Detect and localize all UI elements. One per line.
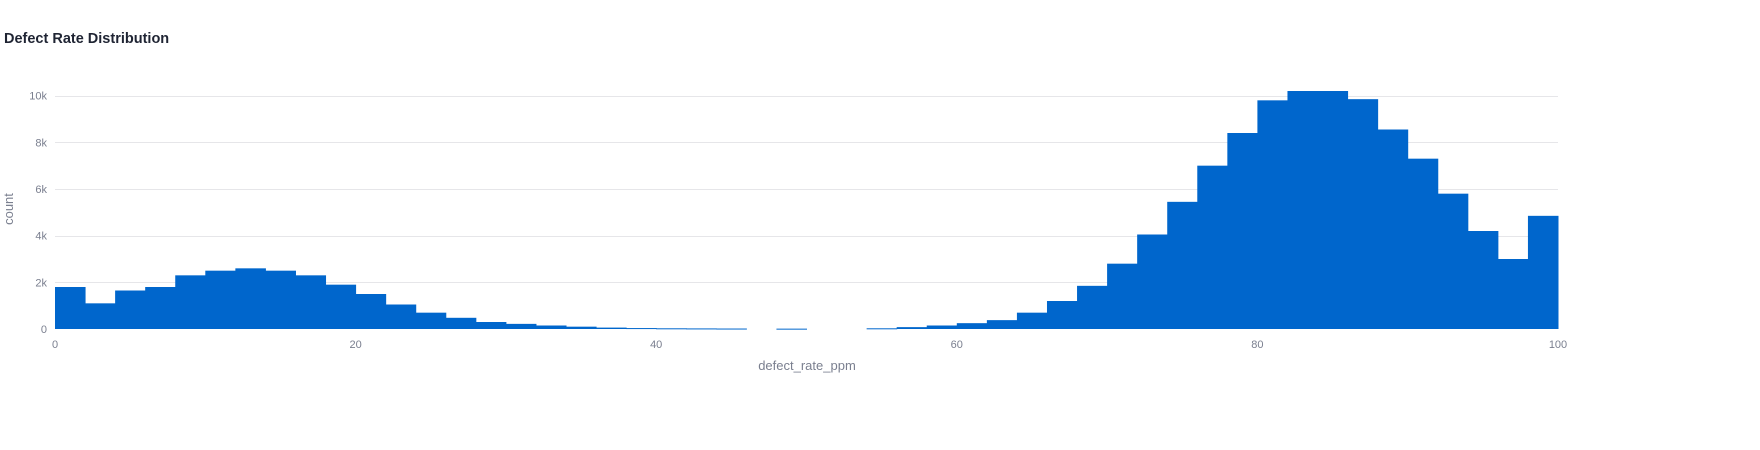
histogram-bar[interactable] — [776, 328, 807, 330]
histogram-bar[interactable] — [686, 328, 717, 330]
histogram-bar[interactable] — [1257, 100, 1288, 329]
histogram-bar[interactable] — [385, 304, 417, 330]
x-tick-label: 20 — [349, 339, 361, 351]
histogram-bar[interactable] — [656, 328, 687, 330]
y-tick-label: 6k — [35, 184, 47, 196]
histogram-bar[interactable] — [986, 320, 1018, 329]
histogram-bar[interactable] — [475, 322, 507, 329]
histogram-bar[interactable] — [866, 328, 898, 330]
histogram-bar[interactable] — [355, 294, 387, 329]
histogram-bar[interactable] — [1377, 129, 1409, 330]
histogram-bar[interactable] — [55, 287, 86, 329]
histogram-bar[interactable] — [1016, 312, 1048, 329]
histogram-bar[interactable] — [1167, 201, 1198, 329]
histogram-bar[interactable] — [956, 323, 988, 329]
x-tick-label: 80 — [1251, 339, 1263, 351]
x-axis-label: defect_rate_ppm — [758, 358, 856, 373]
histogram-bar[interactable] — [145, 287, 176, 329]
histogram-bar[interactable] — [115, 290, 146, 330]
histogram-bar[interactable] — [716, 328, 747, 330]
y-axis-ticks: 0 2k 4k 6k 8k 10k — [29, 91, 47, 336]
histogram-bar[interactable] — [205, 270, 236, 329]
histogram-bar[interactable] — [1407, 158, 1439, 329]
histogram-bar[interactable] — [235, 268, 266, 329]
x-tick-label: 40 — [650, 339, 662, 351]
histogram-bar[interactable] — [265, 270, 296, 329]
histogram-bar[interactable] — [896, 327, 928, 329]
x-tick-label: 0 — [52, 339, 58, 351]
histogram-bar[interactable] — [505, 323, 537, 329]
histogram-bar[interactable] — [1197, 165, 1228, 329]
histogram-bar[interactable] — [1107, 263, 1138, 329]
histogram-bar[interactable] — [626, 328, 657, 330]
histogram-bar[interactable] — [1527, 215, 1559, 329]
x-tick-label: 60 — [951, 339, 963, 351]
x-axis-ticks: 0 20 40 60 80 100 — [52, 339, 1567, 351]
y-tick-label: 8k — [35, 137, 47, 149]
histogram-bar[interactable] — [1137, 234, 1168, 330]
histogram-bar[interactable] — [415, 312, 447, 329]
chart-title: Defect Rate Distribution — [4, 31, 170, 47]
y-axis-label: count — [1, 193, 16, 225]
x-tick-label: 100 — [1549, 339, 1567, 351]
histogram-bar[interactable] — [1287, 91, 1319, 329]
histogram-bar[interactable] — [535, 325, 567, 330]
histogram-bar[interactable] — [1497, 259, 1529, 329]
histogram-bar[interactable] — [1437, 193, 1469, 329]
histogram-bar[interactable] — [1077, 285, 1108, 329]
histogram-bars — [55, 91, 1559, 330]
histogram-bar[interactable] — [85, 303, 116, 329]
y-tick-label: 10k — [29, 91, 47, 103]
histogram-bar[interactable] — [295, 275, 327, 329]
histogram-bar[interactable] — [1046, 301, 1078, 329]
histogram-bar[interactable] — [566, 326, 597, 329]
histogram-bar[interactable] — [445, 317, 477, 329]
histogram-bar[interactable] — [1317, 91, 1349, 329]
histogram-bar[interactable] — [1467, 231, 1499, 329]
y-tick-label: 2k — [35, 277, 47, 289]
y-tick-label: 4k — [35, 231, 47, 243]
histogram-bar[interactable] — [596, 327, 627, 329]
histogram-bar[interactable] — [1227, 133, 1258, 329]
histogram-bar[interactable] — [1347, 99, 1379, 330]
histogram-bar[interactable] — [325, 284, 357, 329]
histogram-bar[interactable] — [926, 325, 958, 330]
histogram-bar[interactable] — [175, 275, 206, 329]
y-tick-label: 0 — [41, 324, 47, 336]
